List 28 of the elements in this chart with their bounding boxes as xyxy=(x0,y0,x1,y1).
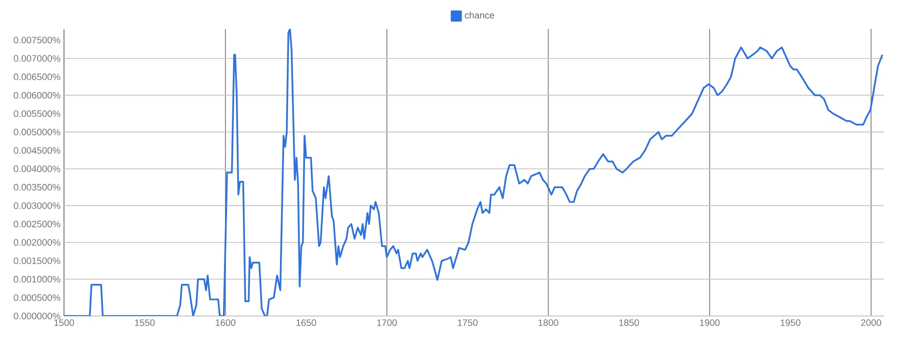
y-tick-label: 0.007000% xyxy=(14,55,60,62)
y-tick-label: 0.007500% xyxy=(14,36,60,44)
y-tick-label: 0.003500% xyxy=(14,184,60,191)
x-tick-label: 1950 xyxy=(780,319,800,326)
y-tick-label: 0.002000% xyxy=(14,239,60,246)
x-tick-label: 1650 xyxy=(296,319,316,326)
y-tick-label: 0.006000% xyxy=(14,92,60,99)
y-tick-label: 0.004000% xyxy=(14,166,60,172)
y-tick-label: 0.006500% xyxy=(14,74,60,80)
x-tick-label: 1750 xyxy=(458,319,478,326)
x-tick-label: 1550 xyxy=(135,319,155,326)
y-tick-label: 0.001500% xyxy=(14,258,60,264)
y-tick-label: 0.002500% xyxy=(14,220,60,228)
y-tick-label: 0.003000% xyxy=(14,202,60,209)
y-tick-label: 0.001000% xyxy=(14,276,60,283)
x-tick-label: 1900 xyxy=(700,319,720,326)
x-tick-label: 1850 xyxy=(619,319,639,326)
y-tick-label: 0.004500% xyxy=(14,147,60,154)
x-tick-label: 1600 xyxy=(216,319,236,326)
x-tick-label: 2000 xyxy=(861,319,882,326)
x-tick-label: 1500 xyxy=(54,319,74,326)
x-tick-label: 1700 xyxy=(377,319,397,326)
y-tick-label: 0.000000% xyxy=(14,312,60,320)
y-tick-label: 0.005500% xyxy=(14,110,60,117)
legend-label: chance xyxy=(464,12,494,19)
y-tick-label: 0.000500% xyxy=(14,294,60,301)
y-tick-label: 0.005000% xyxy=(14,128,60,136)
x-tick-label: 1800 xyxy=(538,319,558,326)
